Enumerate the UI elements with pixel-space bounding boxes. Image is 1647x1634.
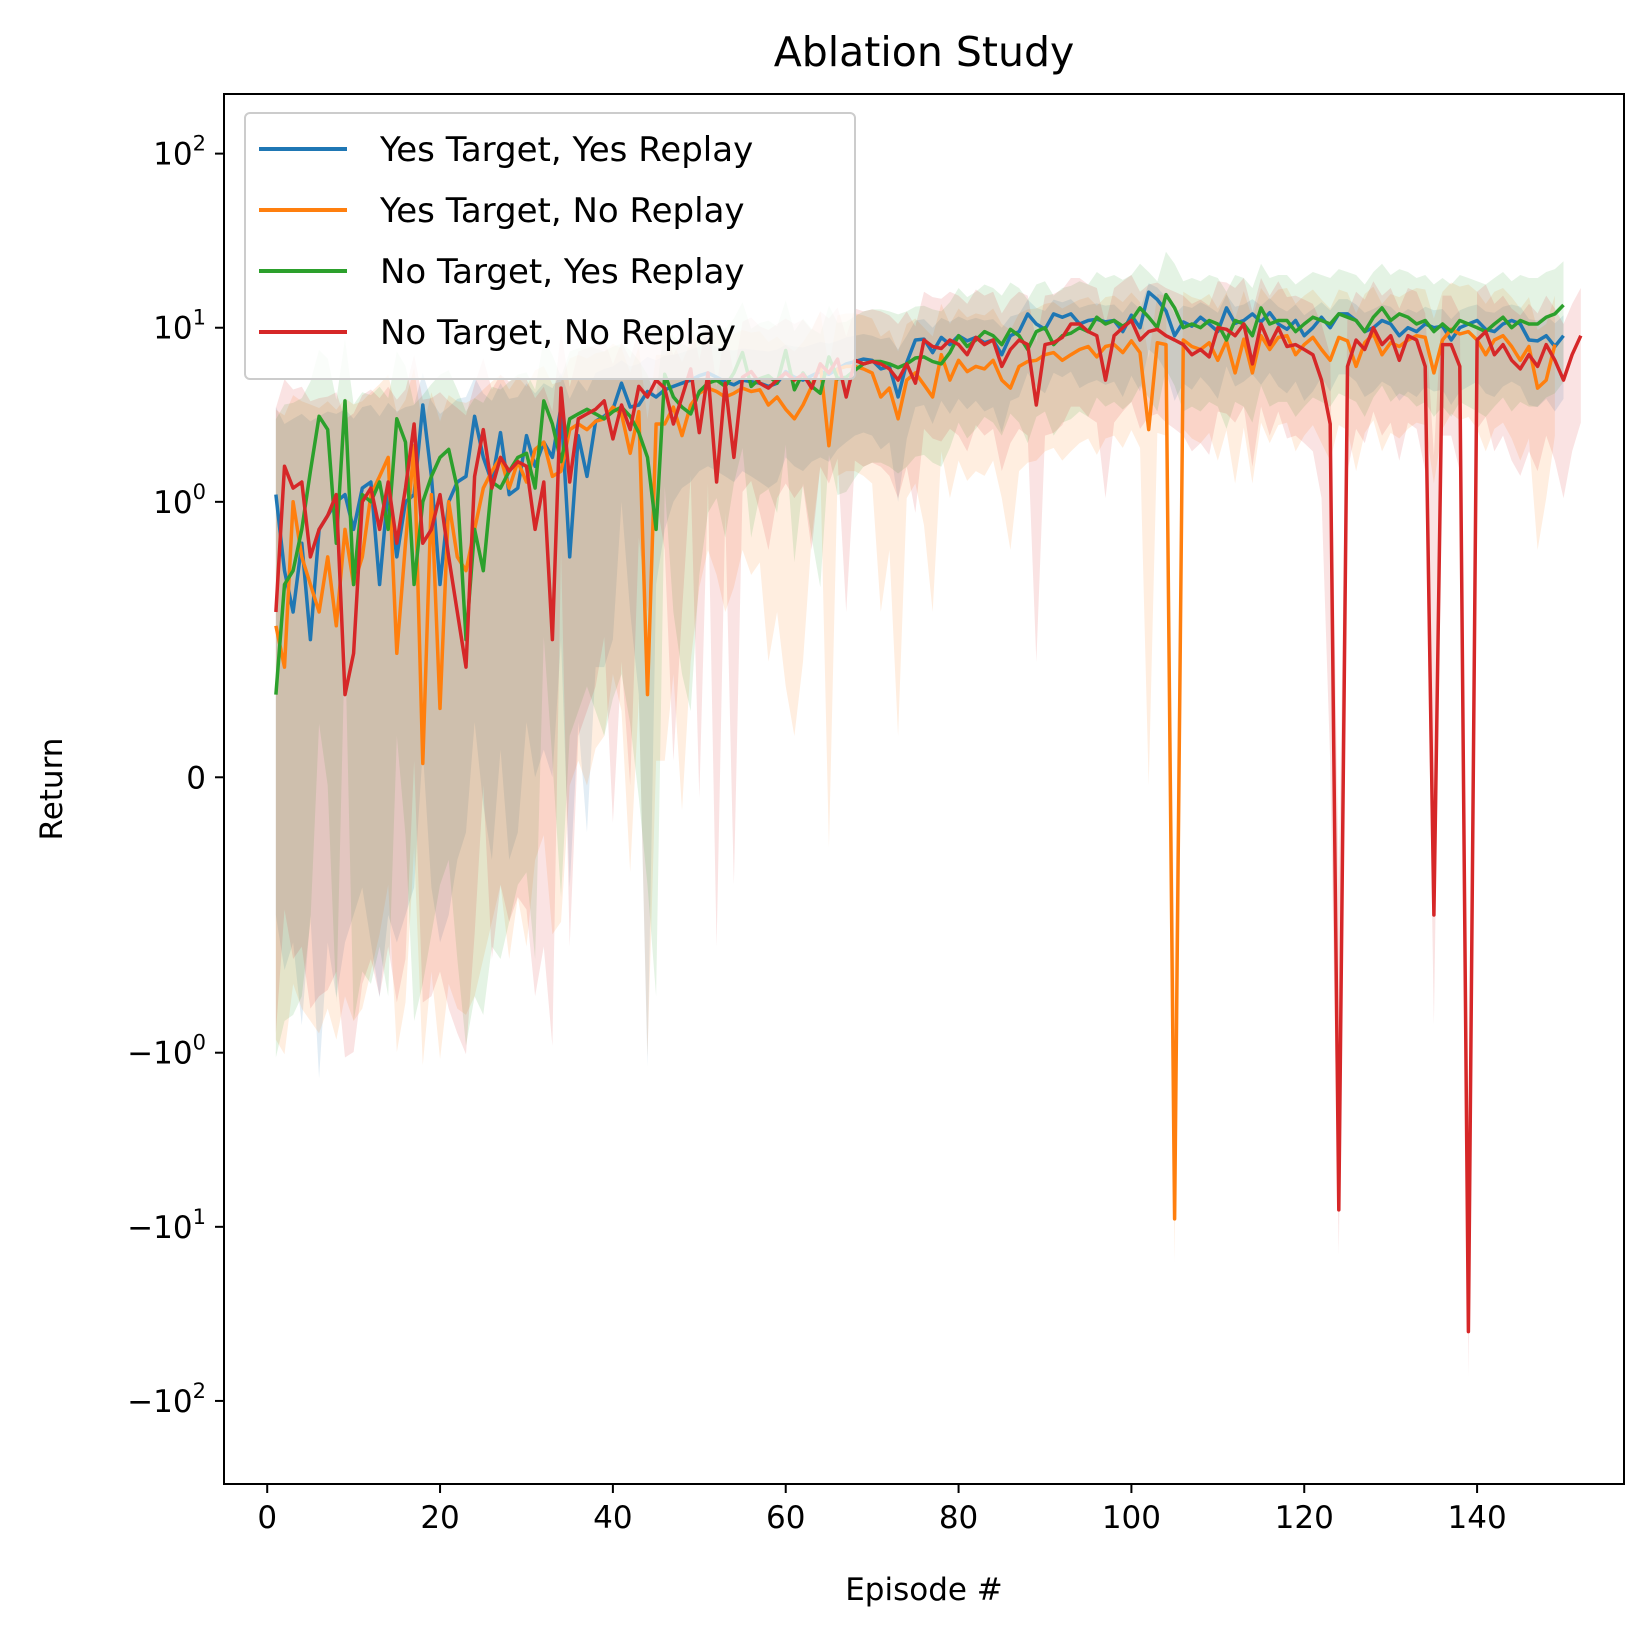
y-tick-label: 0 [186, 760, 206, 796]
chart-title: Ablation Study [774, 28, 1075, 76]
x-axis: 0 20 40 60 80 100 120 140 [257, 1484, 1507, 1536]
x-tick-label: 20 [420, 1500, 459, 1536]
legend-label: No Target, Yes Replay [380, 252, 745, 292]
band-4 [275, 274, 1581, 1377]
plot-frame [223, 93, 1625, 1485]
legend-label: Yes Target, No Replay [379, 191, 745, 231]
x-tick-label: 100 [1102, 1500, 1161, 1536]
legend: Yes Target, Yes Replay Yes Target, No Rep… [244, 112, 856, 380]
y-tick-label: −101 [127, 1205, 206, 1246]
x-tick-label: 140 [1448, 1500, 1507, 1536]
band-2 [275, 282, 1555, 1264]
legend-label: No Target, No Replay [380, 313, 736, 353]
x-tick-label: 40 [593, 1500, 632, 1536]
band-1 [275, 283, 1564, 1079]
x-tick-label: 120 [1275, 1500, 1334, 1536]
x-tick-label: 80 [939, 1500, 978, 1536]
y-axis-label: Return [34, 738, 70, 841]
y-tick-label: 101 [153, 306, 206, 347]
x-tick-label: 0 [257, 1500, 277, 1536]
legend-label: Yes Target, Yes Replay [379, 130, 753, 170]
y-tick-label: 100 [153, 480, 206, 521]
x-axis-label: Episode # [845, 1572, 1003, 1608]
series-lines [274, 290, 1583, 1334]
y-axis: 102 101 100 0 −100 −101 −102 [127, 132, 224, 1420]
legend-box [244, 112, 856, 380]
confidence-bands [275, 251, 1581, 1377]
y-tick-label: 102 [153, 132, 206, 173]
series-line-4 [274, 318, 1583, 1334]
y-tick-label: −100 [127, 1031, 206, 1072]
y-tick-label: −102 [127, 1379, 206, 1420]
band-3 [275, 251, 1564, 1058]
x-tick-label: 60 [766, 1500, 805, 1536]
